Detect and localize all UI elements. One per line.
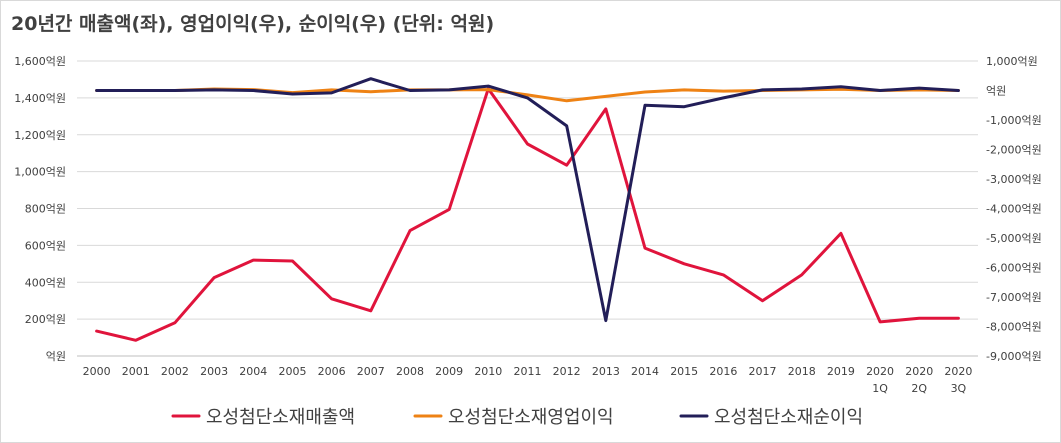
x-tick-label: 2016	[709, 365, 737, 378]
x-tick-label: 2007	[357, 365, 385, 378]
y-right-tick-label: -7,000억원	[986, 291, 1042, 304]
series-line-1	[95, 87, 960, 342]
x-tick-label: 2002	[161, 365, 189, 378]
x-tick-label: 2017	[749, 365, 777, 378]
legend-label: 오성첨단소재영업이익	[448, 407, 614, 428]
y-left-tick-label: 억원	[46, 350, 66, 363]
x-tick-label: 3Q	[951, 382, 967, 395]
y-left-tick-label: 1,000억원	[14, 166, 66, 179]
y-left-tick-label: 200억원	[25, 313, 66, 326]
legend-label: 오성첨단소재순이익	[714, 407, 863, 428]
y-right-tick-label: -1,000억원	[986, 114, 1042, 127]
x-tick-label: 2008	[396, 365, 424, 378]
x-tick-label: 2Q	[911, 382, 927, 395]
chart-title: 20년간 매출액(좌), 영업이익(우), 순이익(우) (단위: 억원)	[11, 13, 495, 35]
y-left-tick-label: 800억원	[25, 203, 66, 216]
y-right-tick-label: -4,000억원	[986, 203, 1042, 216]
x-tick-label: 2020	[905, 365, 933, 378]
x-tick-label: 2011	[514, 365, 542, 378]
y-right-tick-label: 억원	[986, 85, 1006, 98]
y-left-tick-label: 1,200억원	[14, 129, 66, 142]
y-right-tick-label: -8,000억원	[986, 321, 1042, 334]
y-left-tick-label: 1,600억원	[14, 55, 66, 68]
y-left-tick-label: 400억원	[25, 276, 66, 289]
x-tick-label: 2018	[788, 365, 816, 378]
x-tick-label: 2020	[944, 365, 972, 378]
series-line-3	[95, 77, 960, 323]
y-right-tick-label: -2,000억원	[986, 144, 1042, 157]
y-right-tick-label: -5,000억원	[986, 232, 1042, 245]
x-tick-label: 2015	[670, 365, 698, 378]
y-right-tick-label: -6,000억원	[986, 262, 1042, 275]
x-tick-label: 2020	[866, 365, 894, 378]
y-right-tick-label: 1,000억원	[986, 55, 1038, 68]
x-tick-label: 2003	[200, 365, 228, 378]
x-tick-label: 2001	[122, 365, 150, 378]
x-tick-label: 2019	[827, 365, 855, 378]
x-tick-label: 2009	[435, 365, 463, 378]
y-left-tick-label: 600억원	[25, 239, 66, 252]
x-tick-label: 2010	[474, 365, 502, 378]
x-tick-label: 2012	[553, 365, 581, 378]
y-left-tick-label: 1,400억원	[14, 92, 66, 105]
x-tick-label: 2000	[83, 365, 111, 378]
x-tick-label: 1Q	[872, 382, 888, 395]
x-tick-label: 2004	[239, 365, 267, 378]
legend-label: 오성첨단소재매출액	[206, 407, 355, 428]
y-right-tick-label: -9,000억원	[986, 350, 1042, 363]
x-tick-label: 2013	[592, 365, 620, 378]
x-tick-label: 2006	[318, 365, 346, 378]
y-right-tick-label: -3,000억원	[986, 173, 1042, 186]
x-tick-label: 2005	[278, 365, 306, 378]
x-tick-label: 2014	[631, 365, 659, 378]
